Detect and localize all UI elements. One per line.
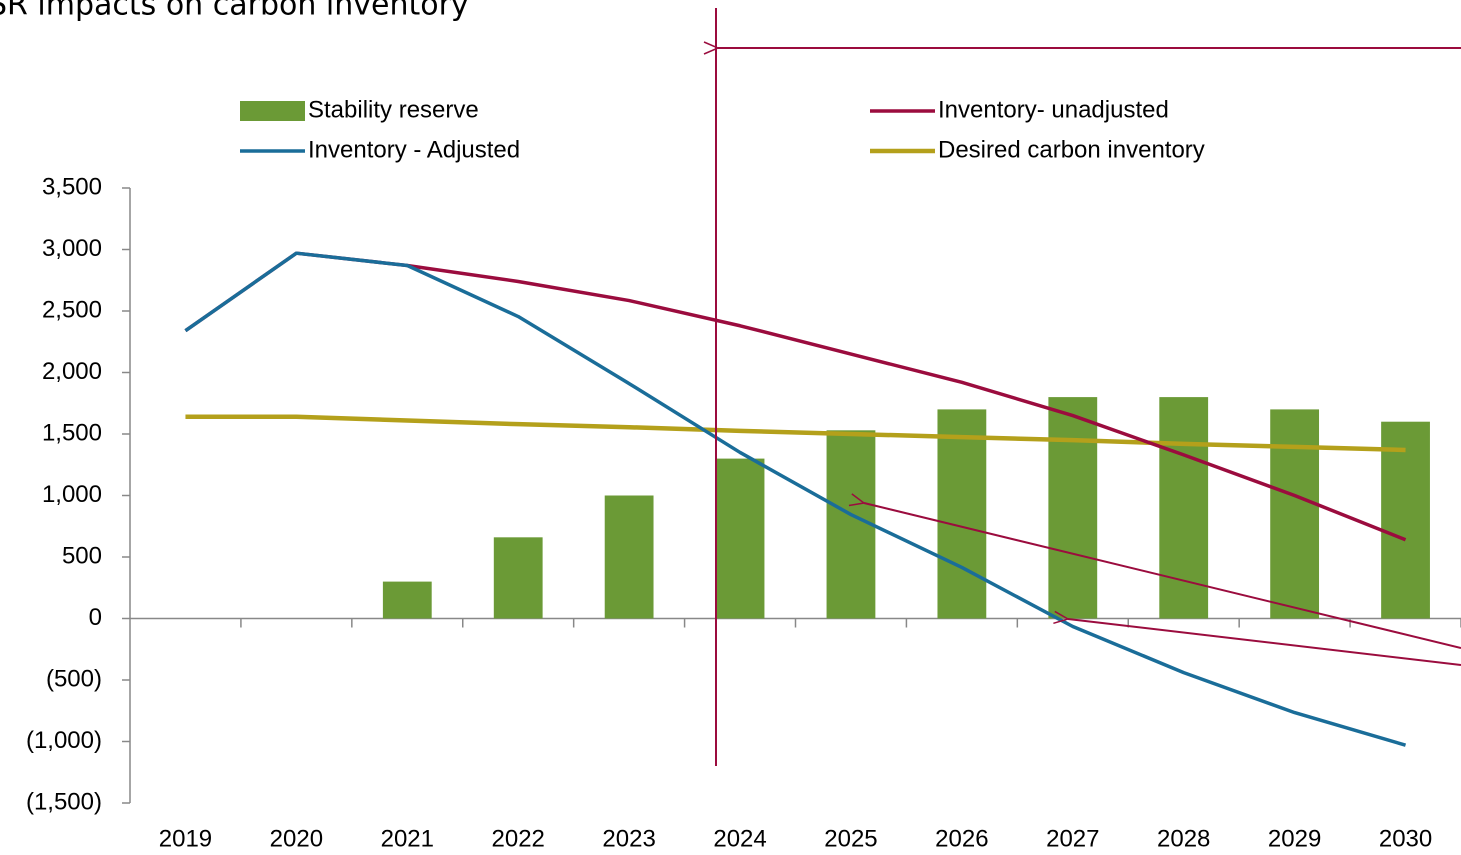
bar: [1270, 409, 1320, 619]
x-tick-label: 2019: [159, 825, 212, 852]
arrow: [1068, 619, 1461, 666]
y-tick-label: (1,000): [26, 727, 102, 754]
bar: [826, 430, 876, 619]
y-tick-label: (1,500): [26, 788, 102, 815]
legend-label: Inventory - Adjusted: [308, 136, 520, 163]
x-tick-label: 2027: [1046, 825, 1099, 852]
x-tick-label: 2026: [935, 825, 988, 852]
x-tick-label: 2025: [824, 825, 877, 852]
plot-area: (1,500) (1,000) (500) 0 500 1,000 1,500 2,000 2,…: [26, 173, 1461, 852]
line: [184, 251, 1407, 747]
y-tick-label: 2,000: [42, 358, 102, 385]
bar: [1048, 397, 1098, 619]
bar: [937, 409, 987, 619]
x-tick-label: 2028: [1157, 825, 1210, 852]
bar: [382, 581, 432, 619]
x-tick-label: 2024: [713, 825, 766, 852]
y-tick-label: 1,000: [42, 481, 102, 508]
x-tick-label: 2030: [1379, 825, 1432, 852]
y-tick-label: (500): [46, 665, 102, 692]
chart-title: SR impacts on carbon inventory: [0, 0, 469, 23]
y-tick-label: 2,500: [42, 296, 102, 323]
y-tick-label: 1,500: [42, 419, 102, 446]
arrow: [864, 503, 1461, 649]
line: [185, 414, 1406, 453]
x-tick-label: 2029: [1268, 825, 1321, 852]
y-tick-label: 0: [89, 604, 102, 631]
bar: [493, 537, 543, 619]
x-tick-label: 2021: [381, 825, 434, 852]
legend-label: Stability reserve: [308, 96, 479, 123]
y-tick-label: 3,500: [42, 173, 102, 200]
legend-label: Desired carbon inventory: [938, 136, 1205, 163]
y-tick-label: 500: [62, 542, 102, 569]
y-tick-label: 3,000: [42, 235, 102, 262]
x-tick-label: 2020: [270, 825, 323, 852]
bar: [1381, 421, 1430, 619]
legend-swatch: [240, 101, 305, 121]
bar: [604, 495, 654, 619]
legend-label: Inventory- unadjusted: [938, 96, 1169, 123]
x-tick-label: 2022: [492, 825, 545, 852]
annotations: [716, 8, 1461, 766]
line: [184, 251, 1407, 542]
bar: [715, 458, 765, 619]
x-tick-label: 2023: [602, 825, 655, 852]
